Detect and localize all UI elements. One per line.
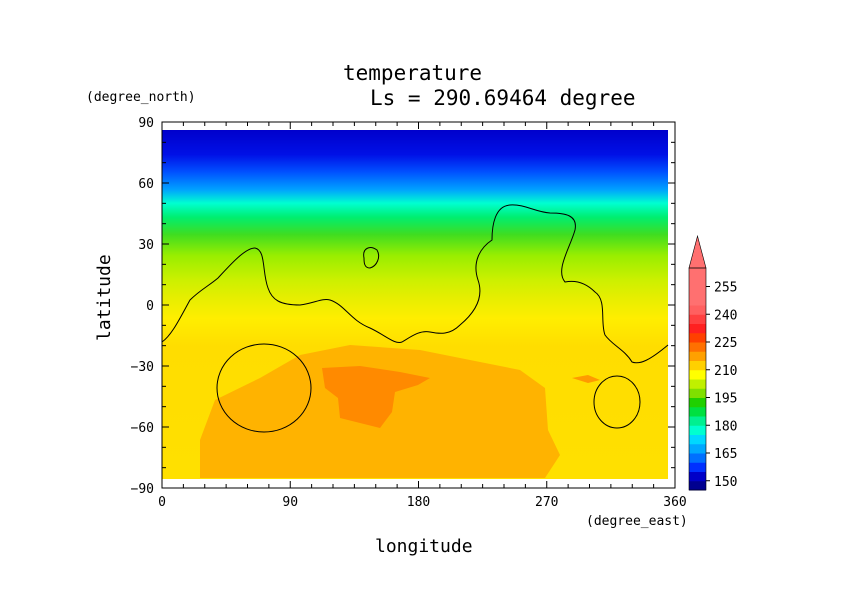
contour-southwest-ellipse xyxy=(216,343,312,433)
colorbar-segment xyxy=(689,462,706,472)
colorbar-segment xyxy=(689,425,706,435)
chart-title: temperature xyxy=(343,61,483,85)
temperature-field xyxy=(162,130,668,479)
colorbar-segment xyxy=(689,286,706,297)
x-tick-label: 90 xyxy=(282,495,298,510)
axis-ticks xyxy=(161,121,676,489)
y-tick-label: 90 xyxy=(138,116,154,131)
x-axis-label: longitude xyxy=(375,536,473,557)
y-tick-label: 60 xyxy=(138,177,154,192)
colorbar-segment xyxy=(689,369,706,380)
y-tick-label: 0 xyxy=(146,299,154,314)
colorbar-segment xyxy=(689,379,706,389)
contour-southeast-ellipse xyxy=(593,375,641,429)
colorbar-segment xyxy=(689,480,706,491)
chart-subtitle: Ls = 290.69464 degree xyxy=(370,86,636,110)
colorbar-label: 255 xyxy=(714,281,737,296)
colorbar-segment xyxy=(689,471,706,482)
colorbar-segment xyxy=(689,416,706,426)
colorbar-label: 180 xyxy=(714,419,737,434)
colorbar: 150 165 180 195 210 225 240 255 xyxy=(688,234,737,491)
x-tick-label: 0 xyxy=(158,495,166,510)
colorbar-segment xyxy=(689,342,706,352)
x-tick-label: 360 xyxy=(663,495,686,510)
colorbar-segment xyxy=(689,453,706,463)
colorbar-segment xyxy=(689,360,706,371)
warm-region-small xyxy=(572,375,600,383)
colorbar-segment xyxy=(689,443,706,454)
colorbar-label: 240 xyxy=(714,308,737,323)
colorbar-segment xyxy=(689,332,706,343)
colorbar-segment xyxy=(689,295,706,306)
colorbar-segment xyxy=(689,351,706,361)
colorbar-label: 225 xyxy=(714,336,737,351)
colorbar-segment xyxy=(689,277,706,287)
x-axis-units: (degree_east) xyxy=(586,514,688,529)
colorbar-segment xyxy=(689,388,706,398)
colorbar-frame xyxy=(688,267,707,491)
colorbar-segment xyxy=(689,268,706,278)
colorbar-label: 195 xyxy=(714,392,737,407)
axis-tick-labels: 0 90 180 270 360 90 60 30 0 −30 −60 −90 xyxy=(131,116,687,510)
colorbar-label: 210 xyxy=(714,364,737,379)
x-tick-label: 180 xyxy=(407,495,430,510)
y-tick-label: −60 xyxy=(131,421,154,436)
y-tick-label: −30 xyxy=(131,360,154,375)
x-tick-label: 270 xyxy=(535,495,558,510)
warm-region-235 xyxy=(322,366,430,428)
y-axis-units: (degree_north) xyxy=(86,90,196,105)
colorbar-label: 150 xyxy=(714,475,737,490)
y-tick-label: 30 xyxy=(138,238,154,253)
colorbar-segment xyxy=(689,323,706,334)
colorbar-extension xyxy=(688,234,707,269)
contour-northern-border xyxy=(161,204,669,364)
contour-island-small xyxy=(363,247,380,269)
colorbar-label: 165 xyxy=(714,447,737,462)
colorbar-segment xyxy=(689,305,706,315)
contour-lines xyxy=(161,204,669,433)
colorbar-segment xyxy=(689,406,706,417)
colorbar-segment xyxy=(689,397,706,408)
colorbar-segment xyxy=(689,434,706,445)
y-tick-label: −90 xyxy=(131,482,154,497)
colorbar-segment xyxy=(689,314,706,324)
